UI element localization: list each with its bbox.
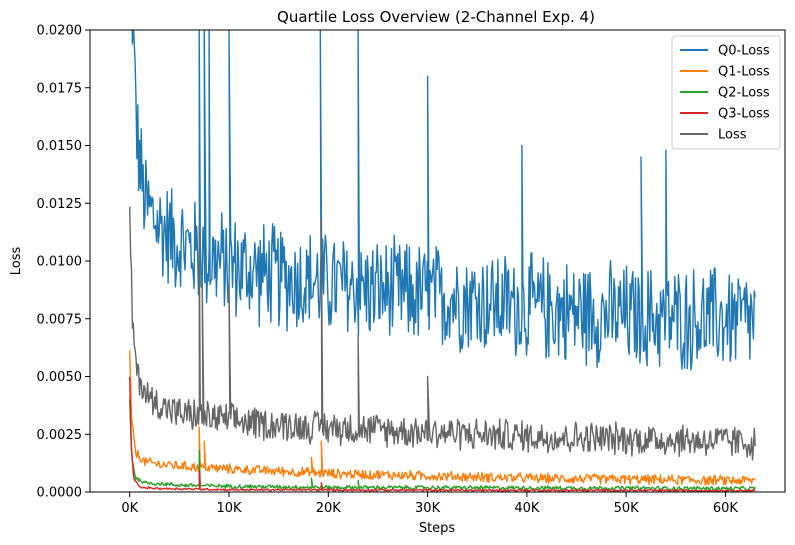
legend: Q0-Loss Q1-Loss Q2-Loss Q3-Loss Loss [671, 35, 781, 150]
legend-label: Q1-Loss [718, 65, 770, 80]
chart-title: Quartile Loss Overview (2-Channel Exp. 4… [277, 8, 595, 26]
y-axis: 0.0000 0.0025 0.0050 0.0075 0.0100 0.0125 0.01… [37, 24, 90, 501]
y-tick-label: 0.0075 [37, 312, 83, 327]
legend-label: Loss [718, 128, 747, 143]
y-tick-label: 0.0025 [37, 428, 83, 443]
x-tick-label: 10K [216, 501, 242, 516]
series-layer [129, 30, 756, 492]
series-line-loss [129, 206, 756, 461]
y-tick-label: 0.0100 [37, 255, 83, 270]
y-tick-label: 0.0125 [37, 197, 83, 212]
legend-label: Q0-Loss [718, 44, 770, 59]
y-axis-title: Loss [9, 247, 24, 276]
x-tick-label: 60K [713, 501, 739, 516]
series-line-q3-loss [129, 376, 756, 492]
x-tick-label: 40K [514, 501, 540, 516]
x-axis: 0K 10K 20K 30K 40K 50K 60K [121, 492, 738, 516]
y-tick-label: 0.0200 [37, 24, 83, 39]
y-tick-label: 0.0000 [37, 486, 83, 501]
x-tick-label: 20K [316, 501, 342, 516]
x-tick-label: 0K [121, 501, 138, 516]
y-tick-label: 0.0150 [37, 139, 83, 154]
x-tick-label: 50K [614, 501, 640, 516]
legend-label: Q2-Loss [718, 86, 770, 101]
series-line-q0-loss [131, 30, 756, 371]
legend-box [671, 35, 781, 150]
series-line-q1-loss [129, 350, 756, 486]
y-tick-label: 0.0175 [37, 81, 83, 96]
x-axis-title: Steps [419, 521, 456, 536]
y-tick-label: 0.0050 [37, 370, 83, 385]
legend-label: Q3-Loss [718, 107, 770, 122]
x-tick-label: 30K [415, 501, 441, 516]
